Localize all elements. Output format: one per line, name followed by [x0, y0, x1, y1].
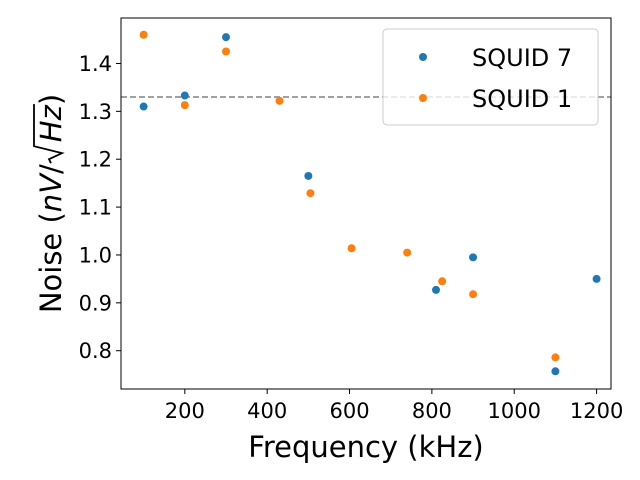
x-tick-label: 600	[329, 399, 369, 423]
data-point-series-1	[469, 253, 478, 262]
y-tick-label: 1.4	[79, 52, 112, 76]
y-tick-label: 1.2	[79, 148, 112, 172]
data-point-series-2	[139, 30, 148, 39]
data-point-series-1	[432, 285, 440, 294]
data-point-series-2	[275, 96, 284, 105]
legend-label-series-1: SQUID 7	[472, 44, 572, 72]
x-tick-label: 1000	[488, 399, 541, 423]
y-axis-title-unit-hz: Hz	[34, 104, 68, 142]
y-tick-label: 1.1	[79, 196, 112, 220]
legend-label-series-2: SQUID 1	[472, 85, 572, 113]
y-tick-label: 0.8	[79, 339, 112, 363]
y-tick-label: 1.0	[79, 243, 112, 267]
y-axis-title-suffix: )	[34, 94, 68, 105]
plot-frame	[120, 17, 612, 390]
x-tick-label: 200	[165, 399, 205, 423]
data-point-series-2	[551, 353, 560, 362]
svg-text:Noise (nV/Hz): Noise (nV/ Hz)	[34, 94, 68, 313]
data-point-series-1	[304, 171, 313, 180]
data-point-series-2	[469, 290, 478, 299]
sqrt-radical-icon	[33, 104, 65, 164]
data-point-series-2	[438, 277, 447, 286]
data-point-series-1	[592, 274, 601, 283]
y-axis-title-unit-nv: nV	[34, 172, 68, 212]
legend-marker-series-2	[419, 94, 427, 102]
x-tick-label: 400	[247, 399, 287, 423]
x-axis-title: Frequency (kHz)	[248, 430, 483, 464]
legend: SQUID 7 SQUID 1	[382, 28, 599, 126]
y-axis-title-prefix: Noise (	[34, 212, 68, 313]
data-point-series-2	[403, 248, 412, 257]
x-tick-label: 800	[412, 399, 452, 423]
legend-box	[382, 28, 599, 126]
data-point-series-2	[222, 47, 230, 56]
data-point-series-1	[222, 33, 230, 42]
data-point-series-1	[139, 102, 148, 111]
x-tick-label: 1200	[570, 399, 623, 423]
legend-marker-series-1	[419, 53, 427, 61]
data-point-series-1	[551, 367, 560, 376]
y-tick-label: 0.9	[79, 291, 112, 315]
data-point-series-2	[306, 189, 315, 198]
y-tick-label: 1.3	[79, 100, 112, 124]
y-axis-title-slash: /	[34, 164, 68, 174]
data-point-series-2	[180, 101, 189, 110]
data-point-series-1	[180, 91, 189, 100]
y-axis-title: Noise (nV/ Hz)	[33, 94, 68, 313]
data-points-layer	[139, 30, 601, 376]
axis-ticks: 200 400 600 800 1000 1200 0.8 0.9 1.0 1.1 1.2 1.3 1.…	[79, 52, 624, 423]
data-point-series-2	[347, 244, 356, 253]
